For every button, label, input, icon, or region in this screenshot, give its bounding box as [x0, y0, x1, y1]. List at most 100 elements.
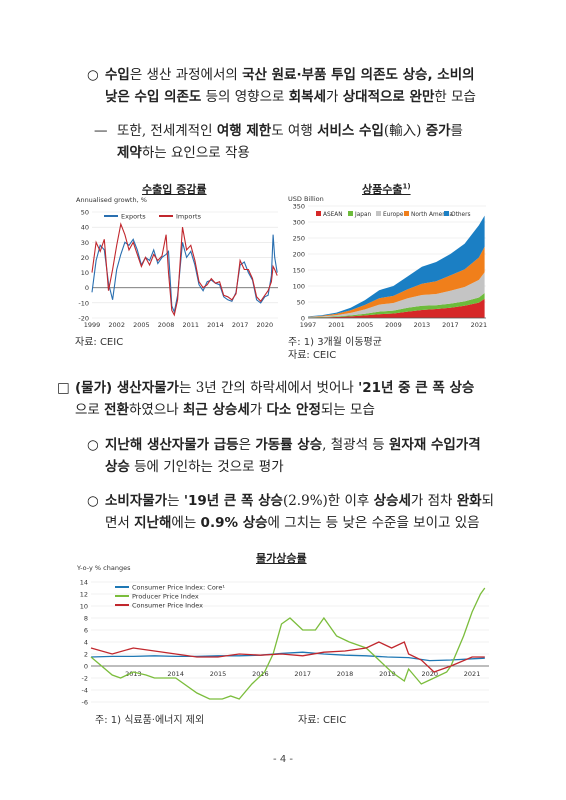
text: (2.9%)한 이후 [282, 493, 374, 509]
bold-text: 상승 [105, 459, 130, 475]
y-tick-label: 14 [80, 579, 88, 587]
bullet-circle: ○ [87, 437, 99, 453]
series-line [91, 234, 278, 314]
y-tick-label: 40 [81, 224, 89, 232]
text: 은 [238, 437, 256, 453]
rich-line: 면서 지난해에는 0.9% 상승에 그치는 등 낮은 수준을 보이고 있음 [105, 514, 480, 532]
bold-text: 수입 [105, 67, 130, 83]
y-axis-label: USD Billion [288, 195, 324, 203]
y-tick-label: 250 [293, 235, 305, 243]
area-series [308, 293, 485, 318]
chart-title-goods-export: 상품수출1) [362, 181, 411, 197]
bold-text: 여행 제한 [216, 123, 272, 139]
text: 하였으나 [128, 402, 183, 418]
x-tick-label: 2011 [182, 321, 199, 329]
legend-label: Imports [176, 213, 202, 221]
x-tick-label: 2005 [357, 321, 374, 329]
bold-text: 전환 [104, 402, 129, 418]
x-tick-label: 2020 [257, 321, 274, 329]
rich-line: 제약하는 요인으로 작용 [117, 144, 250, 162]
rich-line: 수입은 생산 과정에서의 국산 원료·부품 투입 의존도 상승, 소비의 [105, 66, 475, 84]
text: 에 그치는 등 낮은 수준을 보이고 있음 [267, 515, 480, 531]
text: 가 [326, 89, 343, 105]
text: , 철광석 등 [322, 437, 389, 453]
bold-text: 지난해 생산자물가 급등 [105, 437, 239, 453]
inflation-chart: Y-o-y % changes 14 12 10 8 6 4 2 0 -2 -4 -6 2013 2014… [76, 564, 489, 707]
text: 에는 [171, 515, 201, 531]
y-tick-label: 350 [293, 203, 305, 211]
bold-text: '21년 중 큰 폭 상승 [358, 380, 475, 396]
legend-swatch [444, 211, 449, 216]
text: 으로 [75, 402, 105, 418]
y-axis-label: Annualised growth, % [76, 196, 147, 204]
chart2-note: 주: 1) 3개월 이동평균 [288, 337, 382, 348]
y-tick-label: -6 [82, 699, 88, 707]
bold-text: 국산 원료·부품 투입 의존도 상승, 소비의 [242, 67, 475, 83]
x-tick-label: 2013 [125, 670, 142, 678]
y-tick-label: 12 [80, 591, 88, 599]
x-tick-label: 2014 [167, 670, 184, 678]
chart-title-trade-growth: 수출입 증감률 [142, 183, 207, 196]
x-tick-label: 2001 [328, 321, 345, 329]
bold-text: 회복세 [288, 89, 327, 105]
legend-label: Exports [121, 213, 146, 221]
x-tick-label: 1997 [300, 321, 317, 329]
series-line [91, 222, 278, 317]
text: 는 3년 간의 하락세에서 벗어나 [178, 380, 359, 396]
legend-swatch [404, 211, 409, 216]
y-tick-label: 10 [80, 603, 88, 611]
bullet-dash: — [94, 123, 108, 139]
y-tick-label: -20 [78, 315, 89, 323]
rich-line: 소비자물가는 '19년 큰 폭 상승(2.9%)한 이후 상승세가 점차 완화되 [105, 492, 494, 510]
x-tick-label: 2021 [471, 321, 488, 329]
chart3-note: 주: 1) 식료품·에너지 제외 [95, 715, 205, 726]
area-series [308, 272, 485, 318]
y-tick-label: 100 [293, 283, 305, 291]
text: 은 생산 과정에서의 [129, 67, 243, 83]
legend-swatch [348, 211, 353, 216]
y-tick-label: 200 [293, 251, 305, 259]
y-tick-label: 0 [84, 663, 88, 671]
x-tick-label: 2008 [158, 321, 175, 329]
bold-text: 원자재 수입가격 [389, 437, 481, 453]
rich-line: 으로 전환하였으나 최근 상승세가 다소 안정되는 모습 [75, 401, 375, 419]
bold-text: 소비자물가 [105, 493, 168, 509]
text: 도 여행 [271, 123, 318, 139]
chart2-title-sup: 1) [402, 182, 411, 191]
bullet-square: □ [57, 380, 70, 396]
legend-swatch [316, 211, 321, 216]
legend-label: Europe [383, 212, 404, 218]
x-tick-label: 2015 [210, 670, 227, 678]
bold-text: 서비스 수입 [317, 123, 384, 139]
area-series [308, 246, 485, 317]
y-axis-label: Y-o-y % changes [76, 564, 131, 572]
x-tick-label: 2017 [442, 321, 459, 329]
y-tick-label: 150 [293, 267, 305, 275]
legend-label: North America [411, 212, 453, 218]
text: 등의 영향으로 [201, 89, 289, 105]
x-tick-label: 1999 [84, 321, 101, 329]
bold-text: 지난해 [134, 515, 172, 531]
bold-text: 상승세 [373, 493, 411, 509]
bullet-circle: ○ [87, 67, 99, 83]
bold-text: 낮은 수입 의존도 [105, 89, 202, 105]
y-tick-label: -10 [78, 299, 89, 307]
x-tick-label: 2017 [232, 321, 249, 329]
bold-text: 증가 [425, 123, 451, 139]
text: 면서 [105, 515, 135, 531]
y-tick-label: 50 [81, 209, 89, 217]
y-tick-label: -2 [82, 675, 88, 683]
text: 등에 기인하는 것으로 평가 [129, 459, 284, 475]
x-tick-label: 2009 [385, 321, 402, 329]
x-tick-label: 2014 [207, 321, 224, 329]
text: 되는 모습 [320, 402, 375, 418]
bold-text: 제약 [117, 145, 142, 161]
text: 한 모습 [434, 89, 476, 105]
y-tick-label: 30 [81, 239, 89, 247]
chart2-source: 자료: CEIC [288, 350, 337, 361]
y-tick-label: 50 [297, 299, 305, 307]
text: 가 [249, 402, 267, 418]
y-tick-label: 0 [301, 315, 305, 323]
x-tick-label: 2013 [414, 321, 431, 329]
text: 되 [481, 493, 495, 509]
